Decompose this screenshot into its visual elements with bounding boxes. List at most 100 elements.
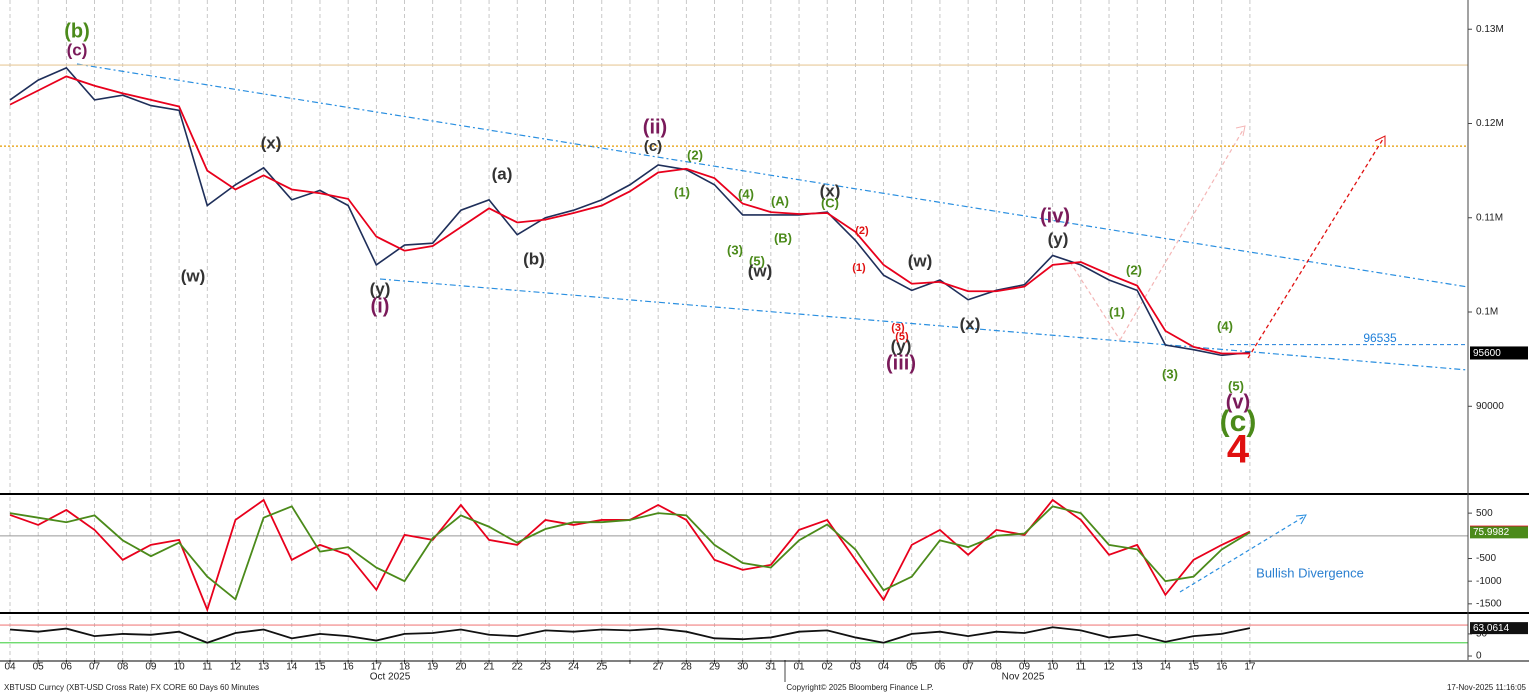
arrow-head [1235,125,1246,137]
wave-label: (2) [855,225,869,237]
x-tick-label: 10 [174,662,186,673]
x-tick-label: 04 [4,662,16,673]
y-tick-label: 0.11M [1476,212,1503,223]
wave-label: (2) [687,147,703,162]
wave-label: (2) [1126,262,1142,277]
x-tick-label: 18 [399,662,411,673]
x-tick-label: 17 [1244,662,1256,673]
x-tick-label: 16 [343,662,355,673]
x-tick-label: 02 [822,662,834,673]
reference-label: 96535 [1363,331,1397,345]
x-tick-label: 21 [483,662,495,673]
footer-right: 17-Nov-2025 11:16:05 [1447,683,1527,692]
last-value-label: 75.9982 [1473,527,1510,538]
wave-label: (w) [181,266,206,285]
wave-label: (y) [891,336,912,355]
x-tick-label: 14 [1160,662,1172,673]
wave-label: (b) [64,20,90,42]
background [9,0,1251,660]
x-tick-label: 25 [596,662,608,673]
divergence-line [1179,515,1306,593]
x-tick-label: 13 [258,662,270,673]
wave-label: (3) [727,242,743,257]
x-tick-label: 14 [286,662,298,673]
projection [1119,129,1244,341]
wave-label: (iii) [886,352,916,374]
series-line [9,66,1251,357]
y-tick-label: 90000 [1476,401,1504,412]
x-tick-label: 17 [371,662,383,673]
x-tick-label: 01 [793,662,805,673]
x-tick-label: 05 [906,662,918,673]
arrow-head [1374,135,1386,147]
series-line [9,626,1251,644]
wave-label: (B) [774,230,792,245]
wave-label: (5) [749,253,765,268]
x-tick-label: 08 [991,662,1003,673]
wave-label: (1) [852,262,866,274]
wave-label: (i) [371,295,390,317]
x-tick-label: 23 [540,662,552,673]
last-value-box [1470,622,1528,635]
wave-label: (x) [261,133,282,152]
period-label: Oct 2025 [370,672,411,683]
x-tick-label: 09 [145,662,157,673]
wave-label: (y) [370,279,391,298]
x-tick-label: 11 [202,662,213,673]
x-tick-label: 03 [850,662,862,673]
trend-line [76,63,1469,288]
x-tick-label: 20 [455,662,467,673]
y-tick-label: 0.13M [1476,24,1504,35]
footer-left: XBTUSD Curncy (XBT-USD Cross Rate) FX CO… [4,683,259,692]
projection [1069,261,1121,341]
wave-label: (v) [1226,391,1250,413]
wave-label: (x) [960,314,981,333]
wave-label: (1) [674,184,690,199]
arrow-head [1295,514,1307,525]
wave-label: (w) [908,251,933,270]
x-tick-label: 10 [1047,662,1059,673]
wave-label: (w) [748,261,773,280]
wave-label: (4) [1217,318,1233,333]
wave-label: (x) [820,181,841,200]
y-tick-label: -1000 [1476,576,1502,587]
wave-label: 4 [1227,428,1250,472]
x-tick-label: 05 [33,662,45,673]
wave-label: (A) [771,193,789,208]
y-tick-label: -1500 [1476,598,1502,609]
last-value-box [1470,347,1528,360]
wave-label: (iv) [1040,205,1070,227]
x-tick-label: 28 [681,662,693,673]
x-tick-label: 30 [737,662,749,673]
x-tick-label: 12 [1103,662,1115,673]
x-tick-label: 16 [1216,662,1228,673]
y-tick-label: -500 [1476,553,1496,564]
annotation: Bullish Divergence [1256,565,1364,580]
x-tick-label: 07 [963,662,975,673]
x-tick-label: 13 [1132,662,1144,673]
x-tick-label: 11 [1076,662,1087,673]
series-line [9,75,1250,355]
y-tick-label: 0 [1476,651,1482,662]
wave-label: (c) [644,138,662,155]
x-tick-label: 12 [230,662,242,673]
last-value-box [1470,526,1528,539]
wave-label: (y) [1048,229,1069,248]
wave-label: (3) [1162,366,1178,381]
y-tick-label: 500 [1476,508,1493,519]
trend-line [379,278,1469,371]
x-tick-label: 15 [314,662,326,673]
x-tick-label: 19 [427,662,439,673]
x-tick-label: 22 [512,662,524,673]
x-tick-label: 07 [89,662,101,673]
wave-label: (b) [523,249,545,268]
y-tick-label: 0.1M [1476,307,1498,318]
wave-label: (3) [891,322,905,334]
series-line [9,505,1251,601]
x-tick-label: 08 [117,662,129,673]
wave-label: (1) [1109,304,1125,319]
x-tick-label: 27 [653,662,665,673]
wave-label: (5) [895,331,909,343]
